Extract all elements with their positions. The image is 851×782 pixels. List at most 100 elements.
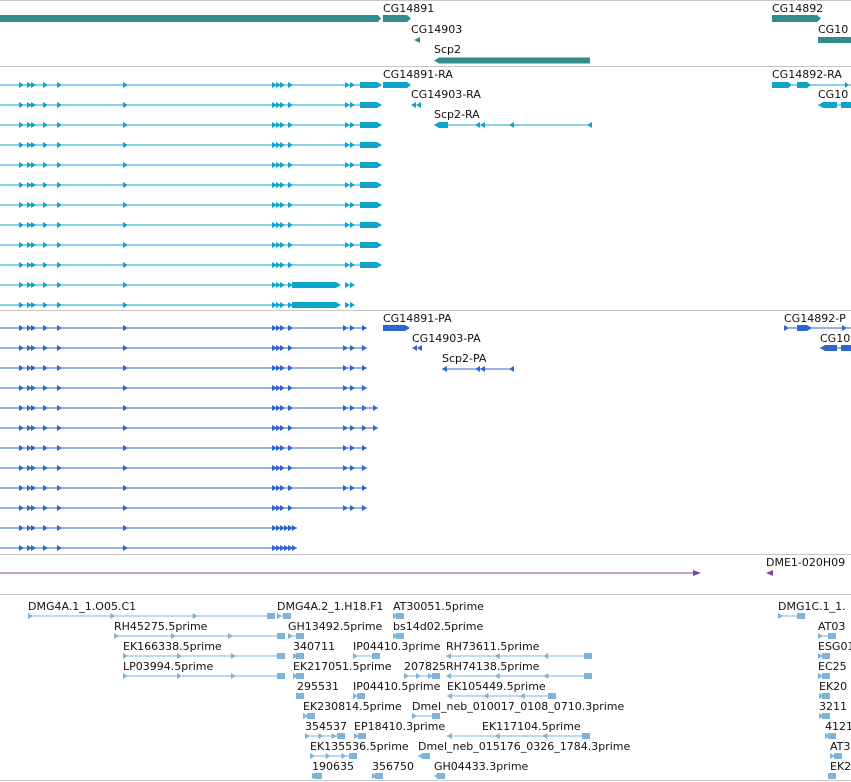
est-alignment[interactable]: [819, 713, 830, 719]
est-label[interactable]: EK230814.5prime: [303, 700, 402, 713]
repeat-label-dme1-020h09[interactable]: DME1-020H09: [766, 556, 846, 569]
est-label[interactable]: DMG4A.1_1.O05.C1: [28, 600, 137, 613]
est-alignment[interactable]: [28, 613, 275, 619]
repeat-feature-dme1-020h09[interactable]: [766, 570, 773, 576]
est-alignment[interactable]: [825, 733, 836, 739]
est-label[interactable]: 354537: [305, 720, 347, 733]
est-alignment[interactable]: [114, 633, 285, 639]
protein-cg14903-pa[interactable]: [412, 345, 422, 351]
transcript-row[interactable]: [0, 102, 382, 108]
est-label[interactable]: Dmel_neb_015176_0326_1784.3prime: [418, 740, 631, 753]
protein-scp2-pa[interactable]: [442, 366, 514, 372]
est-label[interactable]: bs14d02.5prime: [393, 620, 484, 633]
est-alignment[interactable]: [447, 733, 590, 739]
est-alignment[interactable]: [372, 773, 383, 779]
transcript-cg14892-ra[interactable]: [772, 82, 851, 88]
est-label[interactable]: EK21705: [293, 660, 343, 673]
transcript-row[interactable]: [0, 142, 382, 148]
gene-feature-cg14892[interactable]: [772, 15, 821, 22]
est-label[interactable]: AT30051.5prime: [393, 600, 484, 613]
est-alignment[interactable]: [828, 773, 836, 779]
est-label[interactable]: EK166338.5prime: [123, 640, 222, 653]
protein-row[interactable]: [0, 345, 367, 351]
gene-feature-cg14891[interactable]: [383, 15, 411, 22]
est-label[interactable]: RH45275.5prime: [114, 620, 208, 633]
est-alignment[interactable]: [288, 633, 304, 639]
est-alignment[interactable]: [818, 633, 836, 639]
est-alignment[interactable]: [353, 693, 365, 699]
protein-row[interactable]: [0, 465, 367, 471]
est-label[interactable]: 295531: [297, 680, 339, 693]
transcript-row[interactable]: [0, 182, 382, 188]
est-label[interactable]: DMG4A.2_1.H18.F1: [277, 600, 384, 613]
est-alignment[interactable]: [434, 773, 445, 779]
est-label[interactable]: AT03: [818, 620, 846, 633]
protein-row[interactable]: [0, 505, 367, 511]
protein-cg14892-p[interactable]: [784, 325, 851, 331]
est-alignment[interactable]: [354, 733, 366, 739]
est-label[interactable]: EK117104.5prime: [482, 720, 581, 733]
est-alignment[interactable]: [393, 633, 404, 639]
est-alignment[interactable]: [819, 693, 830, 699]
transcript-cg14903-ra[interactable]: [411, 102, 421, 108]
est-alignment[interactable]: [277, 613, 291, 619]
transcript-scp2-ra[interactable]: [434, 122, 592, 128]
est-label[interactable]: RH74138.5prime: [446, 660, 540, 673]
protein-cg10[interactable]: [820, 345, 851, 351]
est-alignment[interactable]: [310, 753, 357, 759]
protein-row[interactable]: [0, 385, 367, 391]
est-alignment[interactable]: [303, 713, 315, 719]
protein-label-scp2-pa[interactable]: Scp2-PA: [442, 352, 487, 365]
protein-row[interactable]: [0, 445, 367, 451]
est-label[interactable]: ESG01: [818, 640, 851, 653]
est-alignment[interactable]: [412, 713, 440, 719]
est-label[interactable]: GH13492.5prime: [288, 620, 383, 633]
est-label[interactable]: 4121: [825, 720, 851, 733]
transcript-label-cg14892-ra[interactable]: CG14892-RA: [772, 68, 842, 81]
gene-feature-cg14903[interactable]: [414, 37, 420, 43]
est-label[interactable]: 3211: [819, 700, 847, 713]
est-alignment[interactable]: [296, 693, 304, 699]
est-label[interactable]: IP04410.3prime: [353, 640, 441, 653]
transcript-cg10[interactable]: [818, 102, 851, 108]
protein-row[interactable]: [0, 525, 297, 531]
est-alignment[interactable]: [123, 653, 285, 659]
gene-label-cg14891[interactable]: CG14891: [383, 2, 435, 15]
transcript-label-cg14903-ra[interactable]: CG14903-RA: [411, 88, 481, 101]
est-label[interactable]: EC25: [818, 660, 847, 673]
protein-row[interactable]: [0, 325, 367, 331]
est-alignment[interactable]: [446, 653, 592, 659]
est-alignment[interactable]: [404, 673, 440, 679]
gene-feature-cg14891-left[interactable]: [0, 15, 381, 22]
est-alignment[interactable]: [818, 673, 830, 679]
est-label[interactable]: GH04433.3prime: [434, 760, 529, 773]
transcript-row[interactable]: [0, 202, 382, 208]
est-label[interactable]: 1.5prime: [342, 660, 392, 673]
gene-label-cg14892[interactable]: CG14892: [772, 2, 824, 15]
est-label[interactable]: AT3: [830, 740, 851, 753]
protein-row[interactable]: [0, 405, 378, 411]
est-label[interactable]: 340711: [293, 640, 335, 653]
protein-label-cg14892-p[interactable]: CG14892-P: [784, 312, 846, 325]
est-label[interactable]: LP03994.5prime: [123, 660, 214, 673]
transcript-row[interactable]: [0, 262, 382, 268]
est-alignment[interactable]: [778, 613, 805, 619]
est-alignment[interactable]: [312, 773, 322, 779]
est-alignment[interactable]: [830, 753, 842, 759]
est-alignment[interactable]: [418, 753, 430, 759]
protein-row[interactable]: [0, 425, 378, 431]
est-label[interactable]: EK20: [819, 680, 848, 693]
transcript-row[interactable]: [0, 162, 382, 168]
est-label[interactable]: 356750: [372, 760, 414, 773]
est-label[interactable]: EK105449.5prime: [447, 680, 546, 693]
transcript-row[interactable]: [0, 82, 382, 88]
transcript-label-cg10[interactable]: CG10: [818, 88, 849, 101]
gene-label-cg10[interactable]: CG10: [818, 23, 849, 36]
est-alignment[interactable]: [818, 653, 830, 659]
protein-cg14891-pa[interactable]: [383, 325, 410, 331]
est-alignment[interactable]: [446, 673, 592, 679]
protein-label-cg14891-pa[interactable]: CG14891-PA: [383, 312, 452, 325]
protein-label-cg10[interactable]: CG10: [820, 332, 851, 345]
transcript-cg14891-ra[interactable]: [383, 82, 411, 88]
est-label[interactable]: EP18410.3prime: [354, 720, 446, 733]
